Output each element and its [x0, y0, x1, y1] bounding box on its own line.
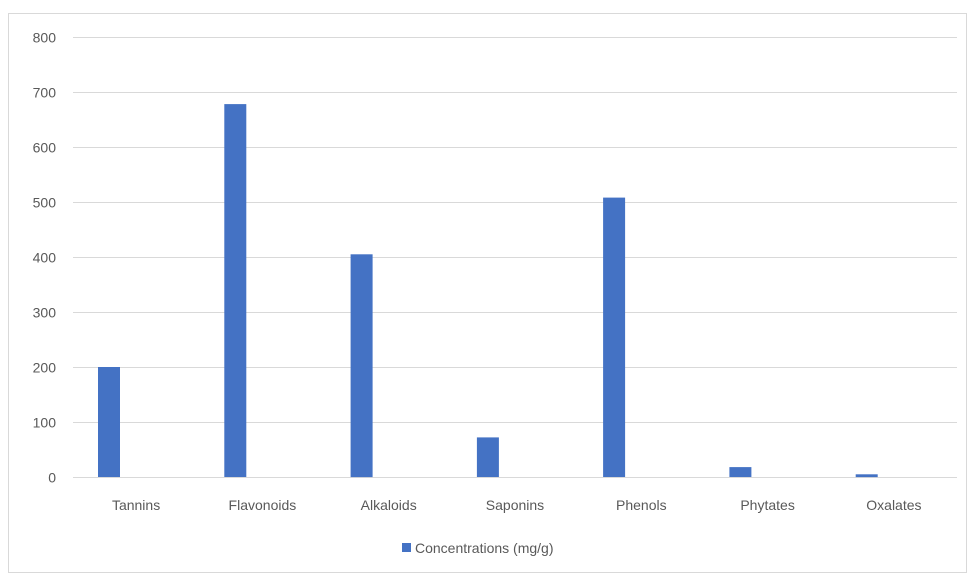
bar-flavonoids	[224, 104, 247, 477]
bar-phenols	[603, 197, 626, 477]
x-axis-ticks: Tannins Flavonoids Alkaloids Saponins Phenol…	[112, 497, 922, 513]
y-axis-ticks: 0 100 200 300 400 500 600 700 800	[33, 30, 57, 486]
legend: Concentrations (mg/g)	[402, 540, 554, 556]
y-tick-label: 300	[33, 305, 57, 321]
x-tick-label: Alkaloids	[361, 497, 417, 513]
legend-label: Concentrations (mg/g)	[415, 540, 554, 556]
x-tick-label: Tannins	[112, 497, 160, 513]
bar-alkaloids	[350, 254, 373, 478]
x-tick-label: Flavonoids	[229, 497, 297, 513]
x-tick-label: Saponins	[486, 497, 544, 513]
bar-saponins	[476, 437, 499, 477]
bar-oxalates	[855, 474, 878, 478]
y-tick-label: 700	[33, 85, 57, 101]
legend-swatch	[402, 543, 411, 552]
y-tick-label: 200	[33, 360, 57, 376]
x-tick-label: Oxalates	[866, 497, 921, 513]
gridlines	[73, 37, 957, 478]
y-tick-label: 600	[33, 140, 57, 156]
bar-tannins	[98, 367, 120, 477]
bars	[98, 104, 878, 478]
chart-area	[8, 13, 967, 573]
y-tick-label: 100	[33, 415, 57, 431]
y-tick-label: 500	[33, 195, 57, 211]
y-tick-label: 400	[33, 250, 57, 266]
x-tick-label: Phenols	[616, 497, 667, 513]
y-tick-label: 0	[48, 470, 56, 486]
bar-phytates	[729, 467, 752, 477]
x-tick-label: Phytates	[740, 497, 794, 513]
y-tick-label: 800	[33, 30, 57, 46]
